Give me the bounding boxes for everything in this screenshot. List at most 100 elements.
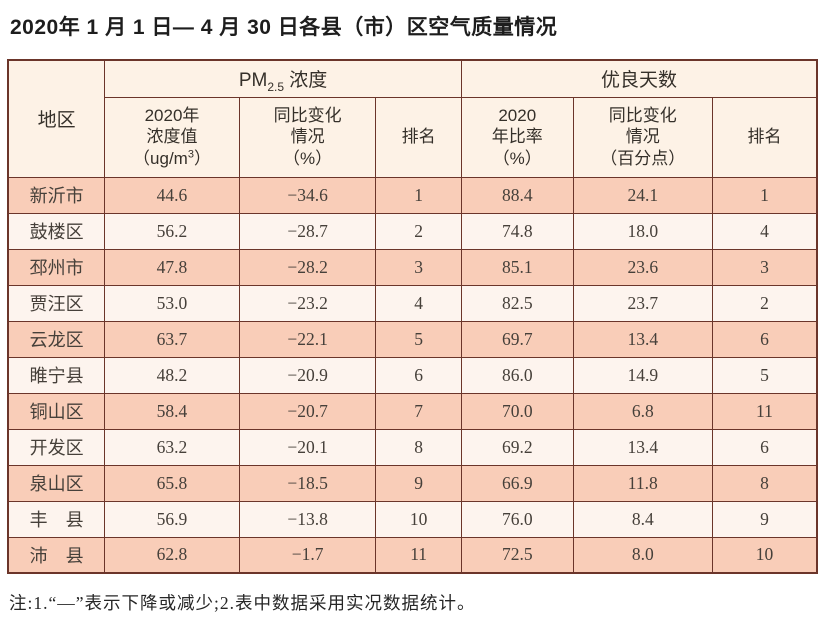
ratio-change-cell: 11.8	[572, 464, 713, 502]
region-cell: 云龙区	[7, 320, 106, 358]
ratio-cell: 76.0	[460, 500, 574, 538]
ratio-change-cell: 24.1	[572, 176, 713, 214]
ratio-cell: 72.5	[460, 536, 574, 574]
unit-prefix: （ug/m	[133, 148, 188, 168]
pm-change-cell: −28.2	[238, 248, 377, 286]
pm-rank-cell: 7	[375, 392, 462, 430]
pm-change-cell: −23.2	[238, 284, 377, 322]
ratio-cell: 74.8	[460, 212, 574, 250]
table-row: 云龙区 63.7 −22.1 5 69.7 13.4 6	[7, 320, 818, 358]
ratio-rank-cell: 4	[711, 212, 818, 250]
ratio-cell: 85.1	[460, 248, 574, 286]
pm-rank-cell: 11	[375, 536, 462, 574]
ratio-rank-cell: 1	[711, 176, 818, 214]
region-cell: 丰 县	[7, 500, 106, 538]
header-pm-change: 同比变化 情况 （%）	[238, 96, 377, 178]
table-row: 鼓楼区 56.2 −28.7 2 74.8 18.0 4	[7, 212, 818, 250]
ratio-rank-cell: 6	[711, 428, 818, 466]
pm25-label-subscript: 2.5	[267, 80, 284, 95]
unit-suffix: ）	[193, 148, 211, 168]
pm-change-cell: −20.7	[238, 392, 377, 430]
pm-rank-cell: 9	[375, 464, 462, 502]
pm-rank-cell: 10	[375, 500, 462, 538]
header-group-good-days: 优良天数	[460, 59, 818, 98]
ratio-change-cell: 13.4	[572, 428, 713, 466]
pm-value-cell: 62.8	[104, 536, 240, 574]
table-row: 丰 县 56.9 −13.8 10 76.0 8.4 9	[7, 500, 818, 538]
ratio-change-cell: 6.8	[572, 392, 713, 430]
ratio-rank-cell: 9	[711, 500, 818, 538]
header-line: 2020年	[144, 106, 200, 126]
ratio-cell: 86.0	[460, 356, 574, 394]
table-row: 铜山区 58.4 −20.7 7 70.0 6.8 11	[7, 392, 818, 430]
table-row: 邳州市 47.8 −28.2 3 85.1 23.6 3	[7, 248, 818, 286]
ratio-cell: 69.2	[460, 428, 574, 466]
header-line: （ug/m3）	[105, 148, 239, 169]
ratio-rank-cell: 3	[711, 248, 818, 286]
region-cell: 新沂市	[7, 176, 106, 214]
ratio-change-cell: 14.9	[572, 356, 713, 394]
region-cell: 贾汪区	[7, 284, 106, 322]
pm-change-cell: −20.9	[238, 356, 377, 394]
ratio-rank-cell: 2	[711, 284, 818, 322]
sub-header-row: 2020年 浓度值 （ug/m3） 同比变化 情况 （%） 排名 2020 年比…	[8, 96, 818, 178]
ratio-rank-cell: 8	[711, 464, 818, 502]
ratio-cell: 69.7	[460, 320, 574, 358]
header-region: 地区	[7, 59, 106, 178]
pm-value-cell: 56.9	[104, 500, 240, 538]
header-line: 同比变化	[273, 106, 342, 126]
pm-rank-cell: 6	[375, 356, 462, 394]
footnote: 注:1.“—”表示下降或减少;2.表中数据采用实况数据统计。	[9, 593, 476, 613]
region-cell: 铜山区	[7, 392, 106, 430]
header-ratio: 2020 年比率 （%）	[460, 96, 574, 178]
region-cell: 开发区	[7, 428, 106, 466]
ratio-rank-cell: 5	[711, 356, 818, 394]
header-pm-rank: 排名	[375, 96, 462, 178]
pm-rank-cell: 8	[375, 428, 462, 466]
pm-value-cell: 56.2	[104, 212, 240, 250]
ratio-cell: 88.4	[460, 176, 574, 214]
ratio-rank-cell: 11	[711, 392, 818, 430]
ratio-change-cell: 18.0	[572, 212, 713, 250]
ratio-rank-cell: 10	[711, 536, 818, 574]
pm-change-cell: −34.6	[238, 176, 377, 214]
header-line: （%）	[492, 148, 542, 168]
ratio-change-cell: 8.4	[572, 500, 713, 538]
header-line: 浓度值	[146, 127, 198, 147]
region-cell: 沛 县	[7, 536, 106, 574]
header-group-pm25: PM2.5 浓度	[104, 59, 462, 98]
pm-change-cell: −1.7	[238, 536, 377, 574]
header-line: 2020	[498, 106, 537, 126]
pm-change-cell: −22.1	[238, 320, 377, 358]
table-row: 新沂市 44.6 −34.6 1 88.4 24.1 1	[7, 176, 818, 214]
header-line: 同比变化	[608, 106, 677, 126]
header-line: （%）	[283, 148, 333, 168]
ratio-change-cell: 8.0	[572, 536, 713, 574]
header-line: 情况	[625, 127, 660, 147]
region-cell: 睢宁县	[7, 356, 106, 394]
ratio-rank-cell: 6	[711, 320, 818, 358]
pm-value-cell: 58.4	[104, 392, 240, 430]
pm-rank-cell: 2	[375, 212, 462, 250]
header-line: （百分点）	[600, 148, 686, 168]
pm-change-cell: −18.5	[238, 464, 377, 502]
pm-change-cell: −28.7	[238, 212, 377, 250]
pm-value-cell: 63.7	[104, 320, 240, 358]
region-cell: 泉山区	[7, 464, 106, 502]
pm-rank-cell: 4	[375, 284, 462, 322]
table-row: 沛 县 62.8 −1.7 11 72.5 8.0 10	[7, 536, 818, 574]
table-header: 地区 PM2.5 浓度 优良天数 2020年 浓度值 （ug/m3） 同比变化 …	[7, 59, 818, 178]
ratio-cell: 70.0	[460, 392, 574, 430]
pm-value-cell: 48.2	[104, 356, 240, 394]
pm-change-cell: −13.8	[238, 500, 377, 538]
pm-rank-cell: 3	[375, 248, 462, 286]
ratio-change-cell: 23.7	[572, 284, 713, 322]
header-ratio-change: 同比变化 情况 （百分点）	[572, 96, 713, 178]
air-quality-table: 地区 PM2.5 浓度 优良天数 2020年 浓度值 （ug/m3） 同比变化 …	[7, 59, 818, 574]
unit-superscript: 3	[187, 147, 194, 160]
pm-value-cell: 47.8	[104, 248, 240, 286]
table-row: 贾汪区 53.0 −23.2 4 82.5 23.7 2	[7, 284, 818, 322]
header-ratio-rank: 排名	[711, 96, 818, 178]
table-row: 泉山区 65.8 −18.5 9 66.9 11.8 8	[7, 464, 818, 502]
page-title: 2020年 1 月 1 日— 4 月 30 日各县（市）区空气质量情况	[10, 16, 558, 39]
